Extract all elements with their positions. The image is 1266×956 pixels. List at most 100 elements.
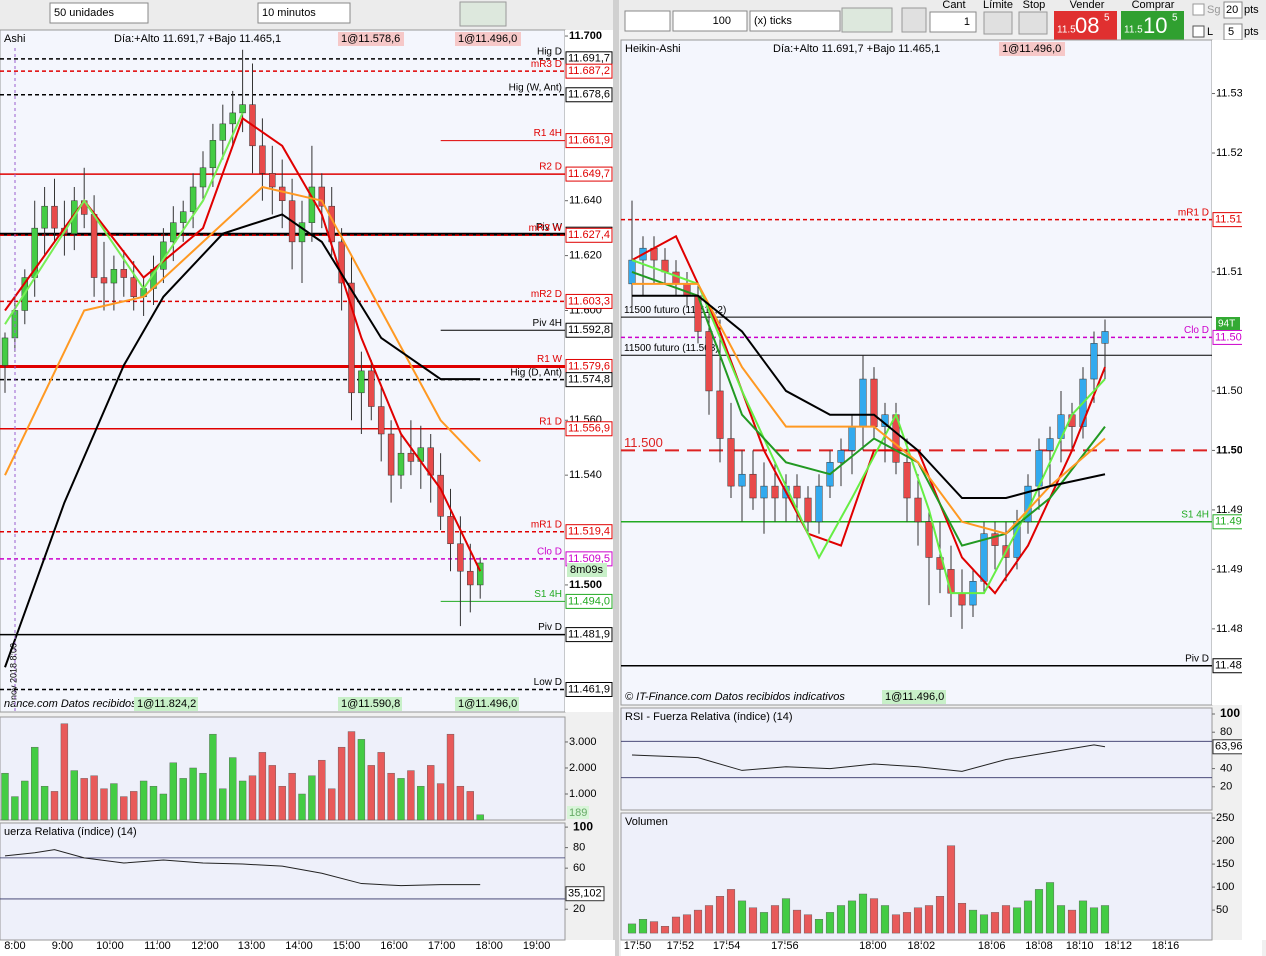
order-tag-label: 1@11.496,0 (458, 698, 517, 710)
price-tag-label: 11.579,6 (568, 360, 610, 372)
panel-title: Volumen (625, 816, 668, 828)
sg-check[interactable] (1192, 3, 1205, 16)
candle-body (476, 562, 484, 586)
x-tick-label: 17:56 (771, 940, 799, 952)
stop-button[interactable] (1018, 11, 1048, 35)
time-axis (0, 940, 615, 956)
rsi-panel (620, 707, 1213, 811)
candle-body (239, 104, 246, 114)
x-tick-label: 18:02 (908, 940, 936, 952)
candle-body (870, 378, 878, 427)
chart-type-button[interactable] (459, 1, 507, 27)
level-label: Hig (D, Ant) (510, 367, 562, 378)
volume-bar (726, 889, 736, 934)
price-tag-label: 11.494,0 (568, 595, 610, 607)
value-tag (567, 806, 589, 819)
volume-bar (367, 765, 375, 821)
value-tag-label: 35,102 (568, 888, 602, 900)
chart-name: Heikin-Ashi (625, 43, 681, 55)
price-tag (565, 627, 613, 643)
level-label: R2 D (539, 162, 562, 173)
volume-bar (1089, 907, 1099, 934)
candle-body (771, 485, 779, 499)
volume-bar (1012, 907, 1022, 934)
candle-body (749, 473, 757, 499)
price-tag-label: 11.691,7 (568, 53, 610, 65)
candle-body (1046, 438, 1054, 451)
interval-select[interactable] (257, 2, 351, 24)
vender-button[interactable] (1054, 11, 1117, 41)
y-tick-label: 11.640 (569, 195, 602, 207)
volume-bar (238, 780, 247, 821)
volume-bar (90, 775, 98, 821)
order-tag (882, 690, 946, 704)
volume-bar (1067, 909, 1077, 934)
candle-body (848, 426, 856, 451)
candle-body (1, 337, 9, 366)
price-tag (565, 421, 613, 437)
candle-body (793, 485, 801, 499)
y-tick-label: 80 (573, 842, 585, 854)
pts-a-input[interactable] (1223, 1, 1243, 19)
volume-bar (803, 914, 813, 934)
volume-bar (715, 896, 725, 934)
candle-body (387, 433, 395, 476)
value-tag-label: 63,967 (1215, 741, 1249, 753)
time-axis (621, 940, 1262, 956)
units-select[interactable] (49, 2, 149, 24)
volume-bar (120, 796, 128, 821)
volume-bar (660, 925, 670, 934)
comprar-button[interactable] (1121, 11, 1184, 41)
l-check[interactable] (1192, 25, 1205, 38)
volume-bar (825, 912, 835, 934)
volume-bar (869, 898, 879, 934)
price-tag (565, 166, 613, 182)
ticks-select[interactable] (749, 10, 841, 32)
level-label: R1 W (537, 354, 563, 365)
candle-body (447, 516, 454, 545)
volume-bar (189, 767, 197, 821)
volume-bar (847, 900, 857, 934)
moving-average (631, 271, 1106, 547)
x-tick-label: 14:00 (285, 940, 313, 952)
volume-bar (891, 914, 901, 934)
candle-body (991, 533, 999, 546)
chart-type-button[interactable] (841, 7, 893, 33)
limite-button[interactable] (983, 11, 1013, 35)
volume-bar (31, 746, 39, 821)
candle-body (727, 438, 735, 487)
order-tag-label: 1@11.496,0 (885, 691, 944, 703)
price-tag (565, 322, 613, 338)
candle-body (368, 370, 375, 407)
splitter[interactable] (613, 0, 619, 956)
x-tick-label: 17:50 (624, 940, 652, 952)
cant-input[interactable] (929, 11, 977, 33)
countdown-tag (567, 563, 607, 577)
x-tick-label: 13:00 (238, 940, 266, 952)
volume-bar (968, 909, 978, 934)
volume-bar (258, 752, 267, 821)
left-select[interactable] (624, 10, 671, 32)
price-tag (565, 133, 613, 149)
level-label: R1 D (539, 416, 562, 427)
level-label: mR1 D (1178, 207, 1209, 218)
y-tick-label: 250 (1216, 812, 1234, 824)
volume-bar (704, 905, 714, 934)
tool-button[interactable] (901, 7, 927, 33)
y-tick-label: 1.000 (569, 788, 597, 800)
y-tick-label: 150 (1216, 858, 1234, 870)
level-label: Hig D (537, 46, 562, 57)
limite-label: Límite (983, 0, 1013, 11)
y-tick-label: 11.500 (569, 579, 602, 591)
volume-bar (979, 914, 989, 934)
y-tick-label: 100 (573, 819, 593, 833)
volume-bar (990, 912, 1000, 934)
level-label: mR3 D (531, 59, 562, 70)
candle-body (100, 277, 108, 284)
qty-input[interactable] (672, 10, 748, 32)
rsi-panel (0, 822, 566, 941)
volume-bar (11, 796, 19, 821)
sg: Sg (1207, 4, 1220, 16)
volume-bar (268, 765, 276, 821)
price-tag-label: 11.678,6 (568, 89, 610, 101)
